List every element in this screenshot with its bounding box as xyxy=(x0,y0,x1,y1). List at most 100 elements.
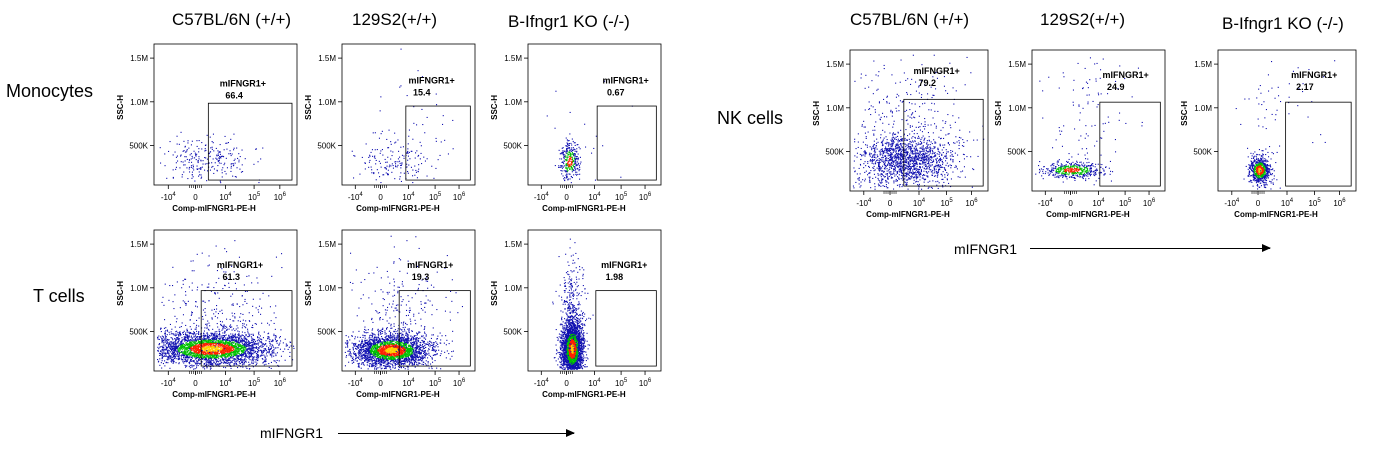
data-point xyxy=(194,346,196,348)
data-point xyxy=(257,356,259,358)
data-point xyxy=(212,340,214,342)
data-point xyxy=(270,347,272,349)
data-point xyxy=(209,346,211,348)
data-point xyxy=(577,167,579,169)
data-point xyxy=(161,351,163,353)
data-point xyxy=(186,360,188,362)
data-point xyxy=(202,350,204,352)
data-point xyxy=(185,303,187,305)
data-point xyxy=(205,361,207,363)
data-point xyxy=(248,357,250,359)
data-point xyxy=(206,367,208,369)
data-point xyxy=(259,341,261,343)
data-point xyxy=(175,334,177,336)
data-point xyxy=(560,166,562,168)
data-point xyxy=(258,311,260,313)
data-point xyxy=(206,354,208,356)
data-point xyxy=(594,179,596,181)
data-point xyxy=(186,337,188,339)
data-point xyxy=(175,340,177,342)
data-point xyxy=(175,350,177,352)
y-tick-label: 500K xyxy=(503,142,522,151)
data-point xyxy=(198,356,200,358)
data-point xyxy=(213,168,215,170)
data-point xyxy=(198,349,200,351)
data-point xyxy=(409,359,411,361)
data-point xyxy=(180,154,182,156)
data-point xyxy=(407,172,409,174)
data-point xyxy=(203,342,205,344)
data-point xyxy=(201,349,203,351)
data-point xyxy=(396,354,398,356)
data-point xyxy=(217,344,219,346)
data-point xyxy=(176,342,178,344)
data-point xyxy=(383,361,385,363)
data-point xyxy=(205,341,207,343)
data-point xyxy=(175,362,177,364)
data-point xyxy=(371,169,373,171)
data-point xyxy=(201,341,203,343)
data-point xyxy=(217,339,219,341)
data-point xyxy=(160,162,162,164)
data-point xyxy=(261,344,263,346)
y-tick-label: 500K xyxy=(129,142,148,151)
data-point xyxy=(232,315,234,317)
data-point xyxy=(218,358,220,360)
data-point xyxy=(214,339,216,341)
data-point xyxy=(223,345,225,347)
data-point xyxy=(159,350,161,352)
data-point xyxy=(242,325,244,327)
data-point xyxy=(255,361,257,363)
data-point xyxy=(230,352,232,354)
data-point xyxy=(242,353,244,355)
data-point xyxy=(236,339,238,341)
data-point xyxy=(241,353,243,355)
data-point xyxy=(565,163,567,165)
data-point xyxy=(201,351,203,353)
data-point xyxy=(219,320,221,322)
data-point xyxy=(204,150,206,152)
data-point xyxy=(209,357,211,359)
data-point xyxy=(416,348,418,350)
data-point xyxy=(171,348,173,350)
data-point xyxy=(220,349,222,351)
data-point xyxy=(226,167,228,169)
data-point xyxy=(204,356,206,358)
data-point xyxy=(231,326,233,328)
data-point xyxy=(168,331,170,333)
data-point xyxy=(195,326,197,328)
data-point xyxy=(243,284,245,286)
data-point xyxy=(158,348,160,350)
data-point xyxy=(257,339,259,341)
data-point xyxy=(254,347,256,349)
data-point xyxy=(235,361,237,363)
data-point xyxy=(198,171,200,173)
data-point xyxy=(264,344,266,346)
data-point xyxy=(226,142,228,144)
data-point xyxy=(185,337,187,339)
data-point xyxy=(250,345,252,347)
data-point xyxy=(378,346,380,348)
data-point xyxy=(188,286,190,288)
data-point xyxy=(195,348,197,350)
data-point xyxy=(174,350,176,352)
data-point xyxy=(197,340,199,342)
data-point xyxy=(214,354,216,356)
data-point xyxy=(564,177,566,179)
data-point xyxy=(198,351,200,353)
data-point xyxy=(176,333,178,335)
data-point xyxy=(178,349,180,351)
data-point xyxy=(234,358,236,360)
data-point xyxy=(263,350,265,352)
data-point xyxy=(401,350,403,352)
data-point xyxy=(274,339,276,341)
data-point xyxy=(262,337,264,339)
data-point xyxy=(567,143,569,145)
data-point xyxy=(374,367,376,369)
data-point xyxy=(189,356,191,358)
data-point xyxy=(433,177,435,179)
data-point xyxy=(192,166,194,168)
data-point xyxy=(171,353,173,355)
data-point xyxy=(201,345,203,347)
data-point xyxy=(188,357,190,359)
